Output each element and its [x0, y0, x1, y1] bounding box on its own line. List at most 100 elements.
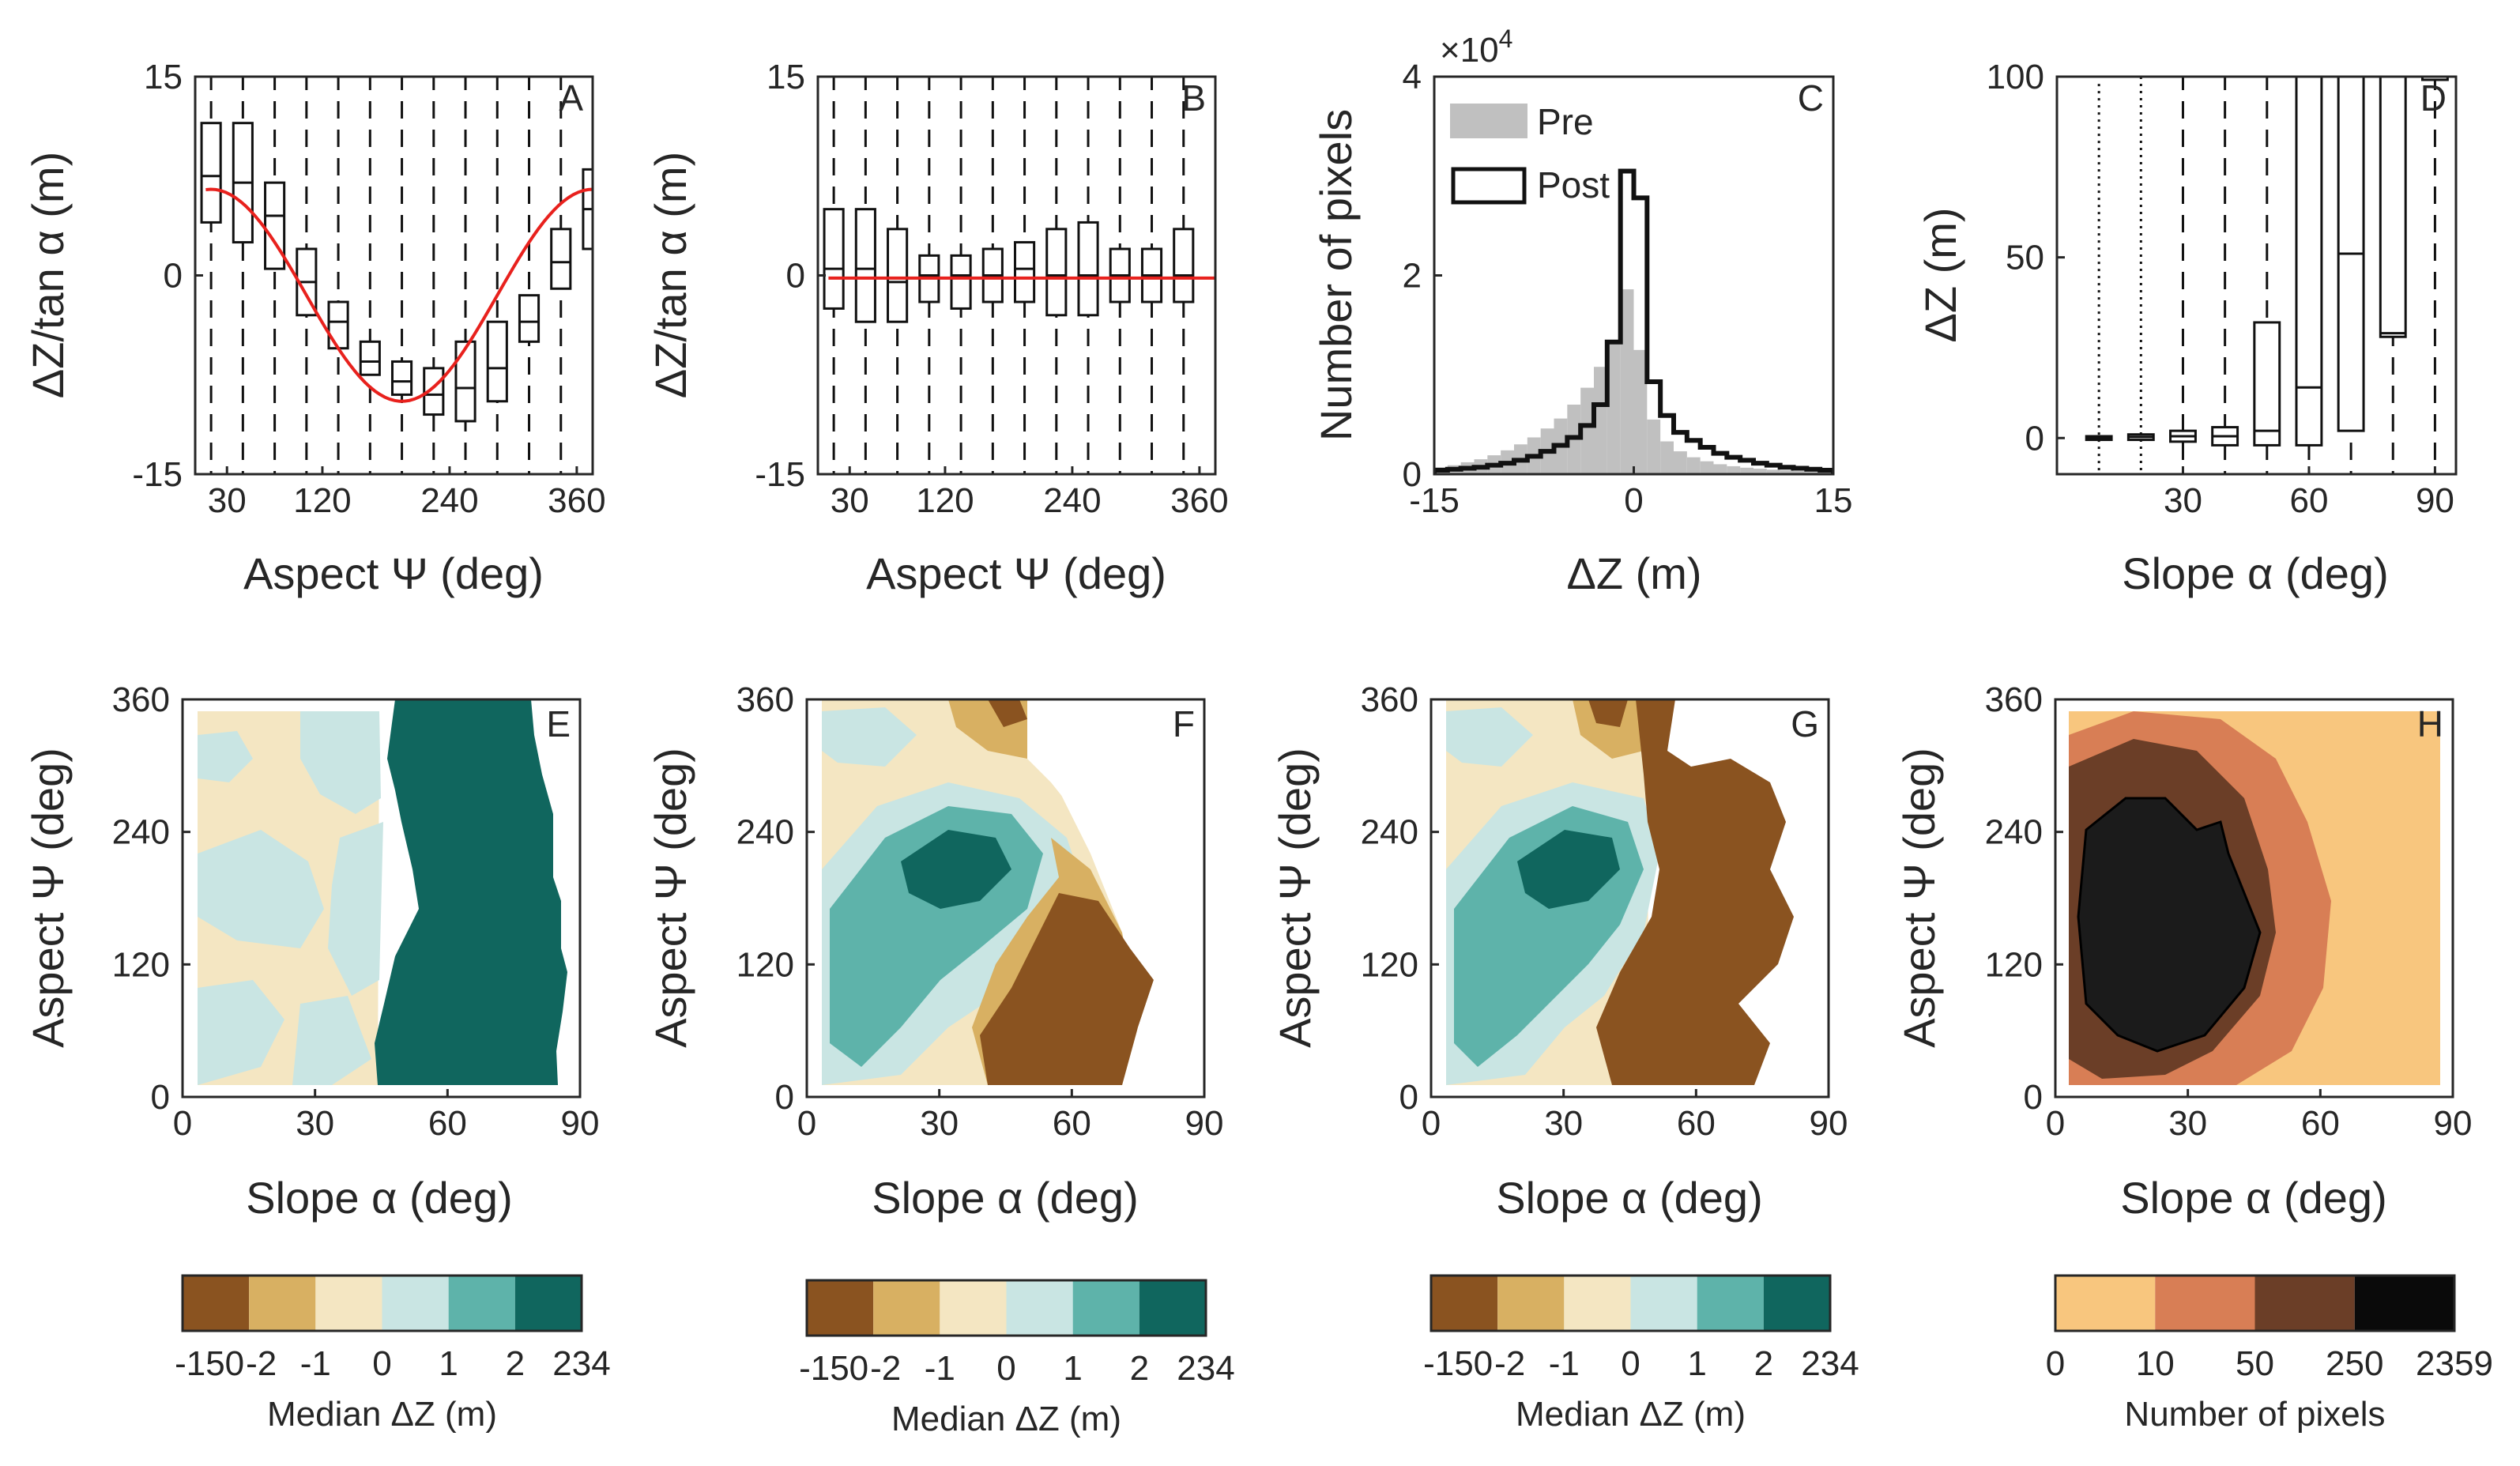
panel-f-xtick-label: 90 — [1185, 1104, 1224, 1143]
panel-d-xtick-label: 30 — [2164, 481, 2202, 520]
colorbar-title: Median ΔZ (m) — [891, 1400, 1121, 1438]
panel-g-region-brown — [1596, 699, 1794, 1085]
panel-c-bar-pre — [1727, 465, 1741, 474]
colorbar-swatch — [2254, 1276, 2355, 1331]
panel-d-box-iqr — [2379, 77, 2407, 338]
panel-c-ytick-label: 0 — [1403, 455, 1422, 494]
panel-e-region-pale-teal-4 — [328, 822, 383, 996]
panel-c-bar-pre — [1607, 340, 1621, 474]
panel-d-box-iqr — [2420, 77, 2449, 81]
panel-h-xtick-label: 0 — [2046, 1104, 2065, 1143]
panel-e-region-pale-teal-2 — [300, 711, 381, 814]
panel-h-axes-frame — [2054, 698, 2454, 1099]
panel-c-bar-pre — [1660, 441, 1674, 474]
panel-b-letter: B — [1181, 77, 1206, 119]
panel-e-heatmap: 0 30 60 90 0 120 240 360 E Slope α (deg) Aspect… — [23, 680, 599, 1223]
panel-h-ytick-label: 0 — [2024, 1078, 2043, 1117]
panel-g-region-dark-teal-mid — [1517, 830, 1620, 909]
panel-e-region-pale-teal-5 — [198, 980, 284, 1085]
panel-d-box-iqr — [2295, 77, 2323, 447]
panel-a-xtick-label: 30 — [208, 481, 247, 520]
panel-a-box — [423, 77, 445, 474]
colorbar-swatch — [382, 1276, 449, 1331]
panel-b-ytick-label: 15 — [767, 58, 805, 96]
panel-a-box — [296, 77, 318, 474]
colorbar-tick-label: 0 — [372, 1344, 391, 1383]
panel-e-ytick-label: 0 — [151, 1078, 170, 1117]
panel-d-xlabel: Slope α (deg) — [2122, 548, 2388, 598]
colorbar-tick-label: 234 — [1801, 1344, 1859, 1383]
panel-d-box — [2420, 77, 2449, 474]
colorbar-tick-label: 234 — [552, 1344, 610, 1383]
panel-f-region-pale-teal-top — [822, 707, 917, 767]
panel-d-ticks: 30 60 90 100 50 0 — [1987, 58, 2454, 520]
panel-d-box-plot: 30 60 90 100 50 0 D Slope α (deg) ΔZ (m) — [1915, 58, 2458, 598]
panel-a-xtick-label: 360 — [548, 481, 605, 520]
panel-e-plot-body — [198, 699, 567, 1085]
panel-a-box — [454, 77, 477, 474]
colorbar-tick-label: 0 — [1621, 1344, 1640, 1383]
panel-e-ytick-label: 360 — [112, 680, 170, 719]
panel-a-box-iqr — [200, 122, 222, 224]
colorbar-tick-label: -2 — [870, 1349, 901, 1388]
panel-c-bar-pre — [1700, 461, 1714, 474]
panel-b-plot-body — [823, 77, 1215, 474]
panel-a-box-iqr — [327, 300, 349, 350]
panel-f-ticks: 0 30 60 90 0 120 240 360 — [736, 680, 1224, 1143]
panel-e-xtick-label: 60 — [428, 1104, 467, 1143]
colorbar-swatch — [1431, 1276, 1498, 1331]
panel-c-plot-body — [1434, 168, 1833, 474]
panel-e-xlabel: Slope α (deg) — [246, 1173, 512, 1223]
panel-b-box-iqr — [854, 208, 876, 323]
panel-f-region-dark-teal-mid — [901, 830, 1011, 909]
panel-a-box-iqr — [359, 340, 381, 376]
legend-pre-swatch — [1450, 104, 1527, 138]
panel-f-ylabel: Aspect Ψ (deg) — [646, 748, 695, 1048]
colorbar-tick-label: -150 — [175, 1344, 244, 1383]
panel-c-bar-pre — [1806, 471, 1821, 474]
panel-h-ytick-label: 120 — [1985, 945, 2043, 984]
colorbar-swatch — [249, 1276, 316, 1331]
legend-post-label: Post — [1537, 164, 1610, 205]
colorbar-tick-label: -150 — [799, 1349, 868, 1388]
colorbar-frame — [2054, 1274, 2456, 1332]
colorbar-swatch — [1630, 1276, 1697, 1331]
colorbar-swatch — [2354, 1276, 2454, 1331]
colorbar-tick-label: -2 — [246, 1344, 277, 1383]
panel-c-legend: Pre Post — [1450, 101, 1610, 205]
panel-b-box — [1140, 77, 1163, 474]
panel-b-box — [887, 77, 909, 474]
panel-b-box — [950, 77, 972, 474]
panel-f-ytick-label: 240 — [736, 813, 794, 852]
panel-d-box — [2211, 77, 2239, 474]
panel-b-box — [1109, 77, 1131, 474]
panel-h-xtick-label: 30 — [2168, 1104, 2207, 1143]
colorbar-swatch — [1763, 1276, 1830, 1331]
panel-b-box-iqr — [1173, 228, 1195, 303]
panel-a-ylabel: ΔZ/tan α (m) — [23, 152, 73, 398]
panel-d-box — [2379, 77, 2407, 474]
colorbar-tick-label: 2 — [1754, 1344, 1773, 1383]
panel-g-xtick-label: 90 — [1810, 1104, 1848, 1143]
panel-f-xtick-label: 0 — [797, 1104, 816, 1143]
panel-e-region-dark-teal — [375, 699, 567, 1085]
panel-e-letter: E — [546, 703, 571, 744]
panel-b-xtick-label: 360 — [1170, 481, 1228, 520]
panel-b-ytick-label: -15 — [755, 455, 805, 494]
panel-f-xtick-label: 60 — [1053, 1104, 1091, 1143]
panel-a-xtick-label: 120 — [293, 481, 351, 520]
colorbar-tick-label: -1 — [1549, 1344, 1580, 1383]
panel-a-box — [264, 77, 286, 474]
panel-a-box-iqr — [550, 228, 572, 290]
panel-a-ytick-label: 15 — [144, 58, 183, 96]
colorbar-tick-label: 234 — [1177, 1349, 1234, 1388]
panel-g-xtick-label: 60 — [1677, 1104, 1716, 1143]
panel-a-box-iqr — [390, 360, 413, 396]
panel-h-ytick-label: 360 — [1985, 680, 2043, 719]
panel-f-axes-frame — [805, 698, 1206, 1099]
panel-d-box-iqr — [2253, 321, 2281, 447]
panel-g-xlabel: Slope α (deg) — [1496, 1173, 1762, 1223]
panel-a-plot-body — [200, 77, 593, 474]
